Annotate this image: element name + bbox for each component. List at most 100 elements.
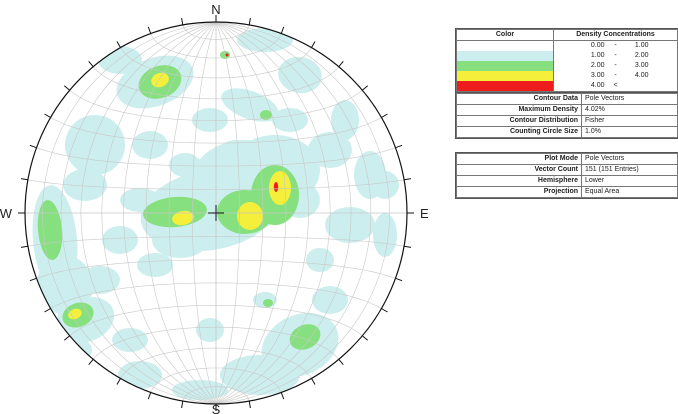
plot-mode-label: Plot Mode bbox=[456, 153, 582, 165]
hemisphere-value: Lower bbox=[581, 175, 678, 187]
azimuth-tick bbox=[44, 308, 51, 313]
azimuth-tick bbox=[280, 392, 285, 400]
swatch-1-2 bbox=[457, 51, 553, 61]
density-patch bbox=[225, 53, 229, 57]
density-patch bbox=[151, 72, 169, 88]
density-patch bbox=[331, 100, 359, 140]
swatch-3-4 bbox=[457, 71, 553, 81]
density-patch bbox=[152, 222, 208, 258]
azimuth-tick bbox=[404, 245, 412, 248]
range-row: 4.00 < bbox=[590, 82, 618, 89]
density-patch bbox=[137, 253, 173, 277]
azimuth-tick bbox=[338, 358, 344, 366]
density-header: Density Concentrations bbox=[553, 29, 678, 41]
east-label: E bbox=[420, 206, 429, 221]
density-patch bbox=[118, 361, 162, 389]
west-label: W bbox=[0, 206, 13, 221]
density-patch bbox=[40, 214, 50, 230]
azimuth-tick bbox=[361, 335, 369, 341]
azimuth-tick bbox=[116, 41, 121, 48]
plot-mode-value: Pole Vectors bbox=[581, 153, 678, 165]
density-patch bbox=[102, 226, 138, 254]
south-label: S bbox=[212, 402, 221, 414]
swatch-2-3 bbox=[457, 61, 553, 71]
density-patch bbox=[312, 286, 348, 314]
north-label: N bbox=[211, 2, 220, 17]
density-patch bbox=[196, 318, 224, 342]
density-patch bbox=[172, 380, 228, 400]
density-contours bbox=[32, 28, 399, 400]
azimuth-tick bbox=[20, 178, 28, 181]
swatch-4-plus bbox=[457, 81, 553, 91]
stereonet-plot: N S E W bbox=[0, 2, 429, 414]
swatch-0-1 bbox=[457, 41, 553, 51]
azimuth-tick bbox=[361, 85, 369, 91]
color-swatches bbox=[456, 40, 554, 92]
azimuth-tick bbox=[20, 245, 28, 248]
vector-count-label: Vector Count bbox=[456, 164, 582, 176]
azimuth-tick bbox=[44, 113, 51, 118]
azimuth-tick bbox=[248, 17, 251, 25]
range-row: 2.00-3.00 bbox=[590, 62, 649, 69]
density-ranges: 0.00-1.00 1.00-2.00 2.00-3.00 3.00-4.00 … bbox=[553, 40, 678, 92]
density-patch bbox=[169, 153, 201, 177]
azimuth-tick bbox=[63, 335, 71, 341]
counting-circle-label: Counting Circle Size bbox=[456, 126, 582, 138]
density-patch bbox=[192, 108, 228, 132]
azimuth-tick bbox=[395, 144, 403, 149]
azimuth-tick bbox=[381, 113, 388, 118]
density-patch bbox=[221, 140, 249, 160]
density-patch bbox=[273, 182, 279, 192]
azimuth-tick bbox=[29, 144, 37, 149]
azimuth-tick bbox=[181, 17, 184, 25]
azimuth-ticks bbox=[20, 17, 412, 409]
projection-label: Projection bbox=[456, 186, 582, 198]
density-patch bbox=[260, 110, 272, 120]
density-patch bbox=[63, 169, 107, 201]
density-patch bbox=[172, 210, 194, 226]
density-patch bbox=[263, 299, 273, 307]
hemisphere-label: Hemisphere bbox=[456, 175, 582, 187]
equal-area-grid bbox=[25, 22, 407, 404]
azimuth-tick bbox=[88, 60, 94, 68]
vector-count-value: 151 (151 Entries) bbox=[581, 164, 678, 176]
azimuth-tick bbox=[395, 277, 403, 282]
azimuth-tick bbox=[338, 60, 344, 68]
azimuth-tick bbox=[280, 26, 285, 34]
contour-data-value: Pole Vectors bbox=[581, 93, 678, 105]
contour-data-label: Contour Data bbox=[456, 93, 582, 105]
density-patch bbox=[325, 207, 375, 243]
range-row: 3.00-4.00 bbox=[590, 72, 649, 79]
azimuth-tick bbox=[116, 378, 121, 385]
projection-value: Equal Area bbox=[581, 186, 678, 198]
contour-distribution-value: Fisher bbox=[581, 115, 678, 127]
counting-circle-value: 1.0% bbox=[581, 126, 678, 138]
density-patch bbox=[68, 308, 82, 320]
azimuth-tick bbox=[404, 178, 412, 181]
density-patch bbox=[289, 324, 321, 350]
density-patch bbox=[272, 108, 308, 132]
density-patch bbox=[112, 328, 148, 352]
plot-settings-table: Plot Mode Pole Vectors Vector Count 151 (1… bbox=[455, 152, 678, 199]
contour-settings-table: Contour Data Pole Vectors Maximum Density… bbox=[455, 92, 678, 139]
contour-distribution-label: Contour Distribution bbox=[456, 115, 582, 127]
density-patch bbox=[48, 336, 92, 364]
azimuth-tick bbox=[381, 308, 388, 313]
range-row: 0.00-1.00 bbox=[590, 42, 649, 49]
max-density-label: Maximum Density bbox=[456, 104, 582, 116]
density-patch bbox=[371, 171, 399, 199]
azimuth-tick bbox=[311, 41, 316, 48]
density-patch bbox=[98, 46, 142, 74]
azimuth-tick bbox=[311, 378, 316, 385]
density-patch bbox=[269, 171, 291, 205]
density-patch bbox=[237, 28, 293, 52]
density-patch bbox=[65, 115, 125, 175]
max-density-value: 4.02% bbox=[581, 104, 678, 116]
azimuth-tick bbox=[248, 401, 251, 409]
density-patch bbox=[237, 202, 263, 230]
color-header: Color bbox=[456, 29, 554, 41]
density-legend: Color Density Concentrations 0.00-1.00 1… bbox=[455, 28, 678, 93]
range-row: 1.00-2.00 bbox=[590, 52, 649, 59]
azimuth-tick bbox=[181, 401, 184, 409]
azimuth-tick bbox=[147, 26, 152, 34]
